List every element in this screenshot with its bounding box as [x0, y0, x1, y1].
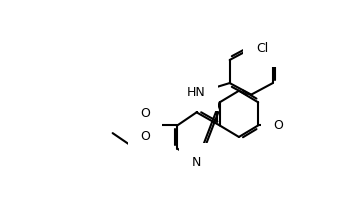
Text: HN: HN [187, 86, 206, 99]
Text: O: O [140, 130, 150, 143]
Text: O: O [140, 107, 150, 120]
Text: N: N [192, 156, 201, 169]
Text: O: O [273, 119, 283, 132]
Text: Cl: Cl [256, 42, 268, 55]
